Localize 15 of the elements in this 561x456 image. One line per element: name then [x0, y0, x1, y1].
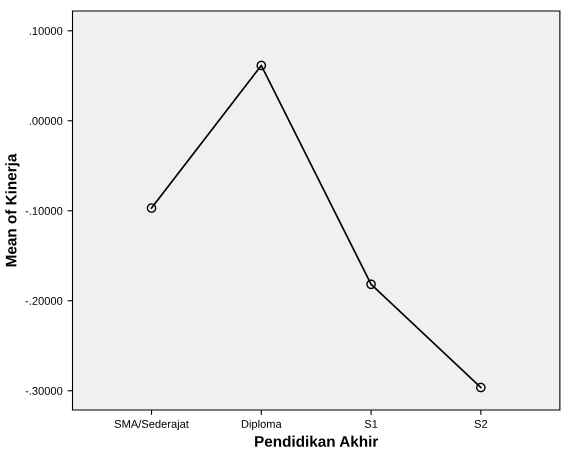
point — [366, 279, 376, 290]
x-tick-label: SMA/Sederajat — [114, 420, 189, 430]
point — [256, 60, 266, 70]
y-tick-label: .10000 — [30, 27, 62, 35]
y-tick-label: -.10000 — [26, 207, 62, 215]
x-tick-label: Diploma — [242, 420, 282, 430]
y-axis-title: Mean of Kinerja — [5, 154, 20, 266]
y-tick-label: -.30000 — [26, 387, 62, 395]
point — [146, 203, 156, 213]
y-tick-label: .00000 — [30, 117, 62, 125]
x-tick-label: S2 — [474, 420, 488, 428]
x-tick-label: S1 — [364, 420, 378, 428]
y-tick-label: -.20000 — [26, 297, 62, 305]
x-axis-title: Pendidikan Akhir — [255, 436, 378, 447]
point — [476, 382, 486, 392]
